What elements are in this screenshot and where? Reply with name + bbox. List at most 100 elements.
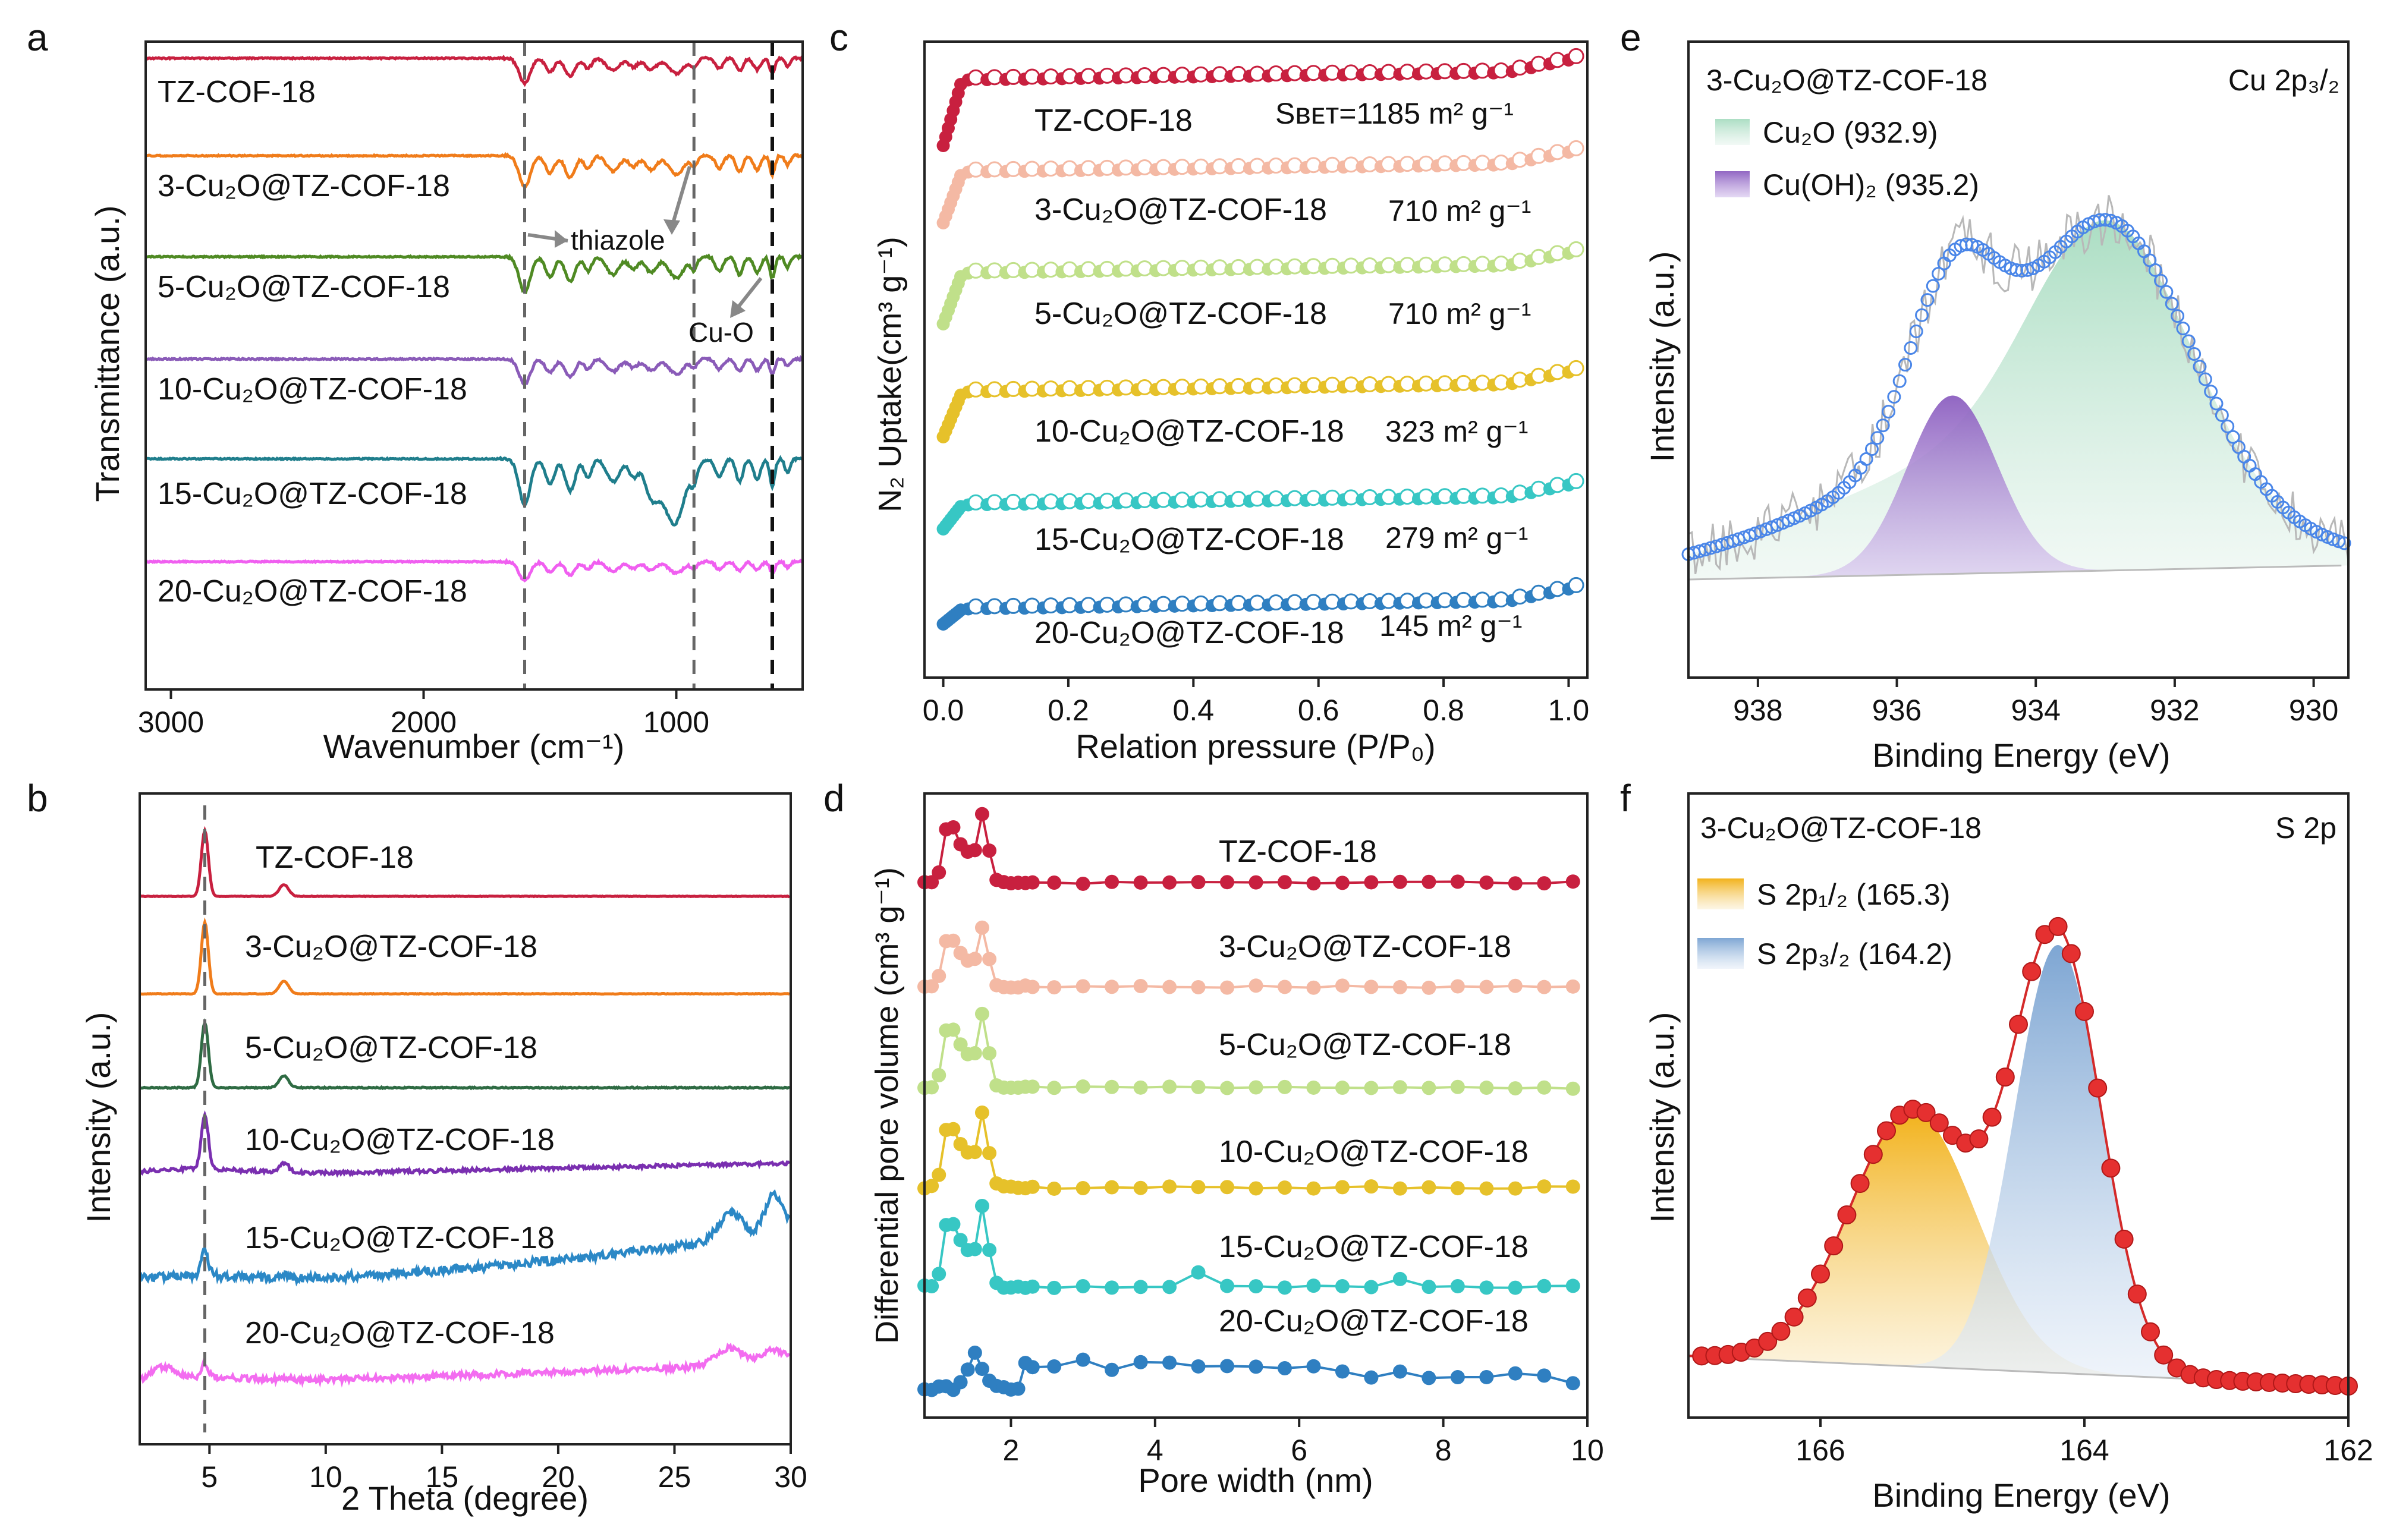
d-psd-point [1162, 1079, 1177, 1094]
f-x-ticks: 166 164 162 [1795, 1418, 2373, 1467]
a-label-15: 15-Cu₂O@TZ-COF-18 [158, 477, 467, 511]
c-desorption-point [1005, 262, 1021, 278]
f-sample-label: 3-Cu₂O@TZ-COF-18 [1700, 811, 1982, 845]
e-fit-point [2165, 297, 2179, 311]
c-desorption-point [1211, 259, 1228, 276]
c-desorption-point [1211, 595, 1228, 612]
c-desorption-point [1305, 594, 1322, 610]
d-psd-point [1025, 875, 1040, 890]
c-sbet-20: 145 m² g⁻¹ [1379, 609, 1522, 643]
c-desorption-point [1324, 64, 1341, 81]
d-psd-point [1565, 1081, 1580, 1096]
c-desorption-point [1399, 489, 1416, 505]
d-x-tick-label: 8 [1435, 1434, 1452, 1467]
c-desorption-point [1080, 261, 1097, 278]
c-desorption-point [1174, 67, 1190, 83]
c-desorption-point [1361, 156, 1378, 172]
e-fit-point [2198, 372, 2212, 386]
d-label-5: 5-Cu₂O@TZ-COF-18 [1219, 1028, 1511, 1062]
d-psd-point [1335, 1279, 1350, 1294]
e-background-line [1688, 565, 2342, 581]
d-psd-point [1249, 875, 1263, 890]
e-fit-point [2171, 309, 2185, 323]
e-fit-point [1876, 418, 1890, 433]
a-xlabel: Wavenumber (cm⁻¹) [323, 728, 625, 765]
f-legend-s32: S 2p₃/₂ (164.2) [1757, 937, 1952, 971]
b-plot-area [138, 805, 791, 1432]
d-psd-point [1537, 1080, 1552, 1095]
c-desorption-point [1155, 492, 1172, 508]
e-fit-point [2221, 419, 2235, 433]
d-psd-point [946, 1122, 961, 1136]
d-psd-point [1047, 980, 1062, 995]
d-psd-point [1191, 1079, 1206, 1094]
d-x-tick-label: 10 [1571, 1434, 1604, 1467]
d-psd-point [1565, 874, 1580, 889]
a-thiazole-arrowhead [555, 230, 568, 248]
c-label-tz: TZ-COF-18 [1034, 103, 1193, 138]
d-psd-point [1076, 1181, 1090, 1196]
b-label-10: 10-Cu₂O@TZ-COF-18 [245, 1123, 555, 1157]
e-fit-point [2181, 334, 2196, 348]
c-desorption-point [1455, 591, 1472, 608]
c-label-3: 3-Cu₂O@TZ-COF-18 [1034, 193, 1327, 227]
c-desorption-point [986, 262, 1003, 279]
a-label-20: 20-Cu₂O@TZ-COF-18 [158, 574, 467, 609]
e-fit-point [1909, 324, 1923, 338]
d-psd-point [982, 1046, 997, 1061]
e-fit-point [1904, 341, 1918, 355]
d-psd-point [1422, 1180, 1436, 1195]
c-desorption-point [1474, 62, 1490, 79]
a-series-line-3 [145, 355, 804, 387]
c-desorption-point [1380, 376, 1397, 392]
c-desorption-point [1174, 260, 1190, 276]
c-desorption-point [1436, 592, 1453, 609]
c-desorption-point [1568, 473, 1584, 489]
d-psd-point [1162, 1179, 1177, 1194]
d-psd-point [946, 1022, 961, 1037]
e-xlabel: Binding Energy (eV) [1872, 736, 2170, 774]
c-desorption-point [1474, 487, 1490, 504]
c-desorption-point [1155, 596, 1172, 612]
d-psd-point [1025, 1079, 1040, 1094]
d-psd-point [1306, 876, 1321, 891]
d-psd-point [1565, 1179, 1580, 1194]
c-desorption-point [1324, 593, 1341, 610]
a-thiazole-arrowhead-2 [663, 219, 680, 235]
d-label-10: 10-Cu₂O@TZ-COF-18 [1219, 1135, 1529, 1169]
d-psd-point [974, 807, 989, 821]
d-psd-point [1162, 875, 1177, 890]
c-plot-area [936, 48, 1584, 631]
f-raw-point [1929, 1113, 1949, 1133]
d-psd-point [1025, 1279, 1040, 1294]
c-desorption-point [1118, 379, 1134, 396]
c-desorption-point [1474, 155, 1490, 171]
d-psd-point [1479, 980, 1494, 994]
c-desorption-point [1568, 140, 1584, 156]
c-desorption-point [1474, 591, 1490, 608]
a-label-tz: TZ-COF-18 [158, 75, 316, 109]
c-desorption-point [1024, 380, 1040, 397]
d-psd-point [1335, 1180, 1350, 1195]
c-desorption-point [1080, 597, 1097, 613]
d-psd-point [1508, 1081, 1523, 1096]
c-desorption-point [1436, 63, 1453, 80]
c-desorption-point [1342, 156, 1359, 173]
d-psd-point [1133, 1080, 1148, 1095]
b-label-15: 15-Cu₂O@TZ-COF-18 [245, 1221, 555, 1255]
a-plot-area [144, 42, 804, 689]
c-desorption-point [1061, 261, 1078, 278]
e-fit-point [2337, 536, 2351, 550]
c-x-tick-label: 1.0 [1548, 694, 1590, 727]
c-desorption-point [1136, 260, 1153, 276]
d-psd-point [1076, 876, 1090, 891]
c-desorption-point [1380, 156, 1397, 172]
c-desorption-point [1287, 258, 1303, 275]
d-psd-point [974, 920, 989, 935]
f-raw-point [1982, 1107, 2002, 1127]
d-psd-point [1450, 1079, 1465, 1094]
e-x-ticks: 938 936 934 932 930 [1733, 678, 2338, 727]
d-psd-point [1277, 980, 1292, 994]
a-frame [144, 40, 804, 691]
c-desorption-point [1305, 258, 1322, 275]
